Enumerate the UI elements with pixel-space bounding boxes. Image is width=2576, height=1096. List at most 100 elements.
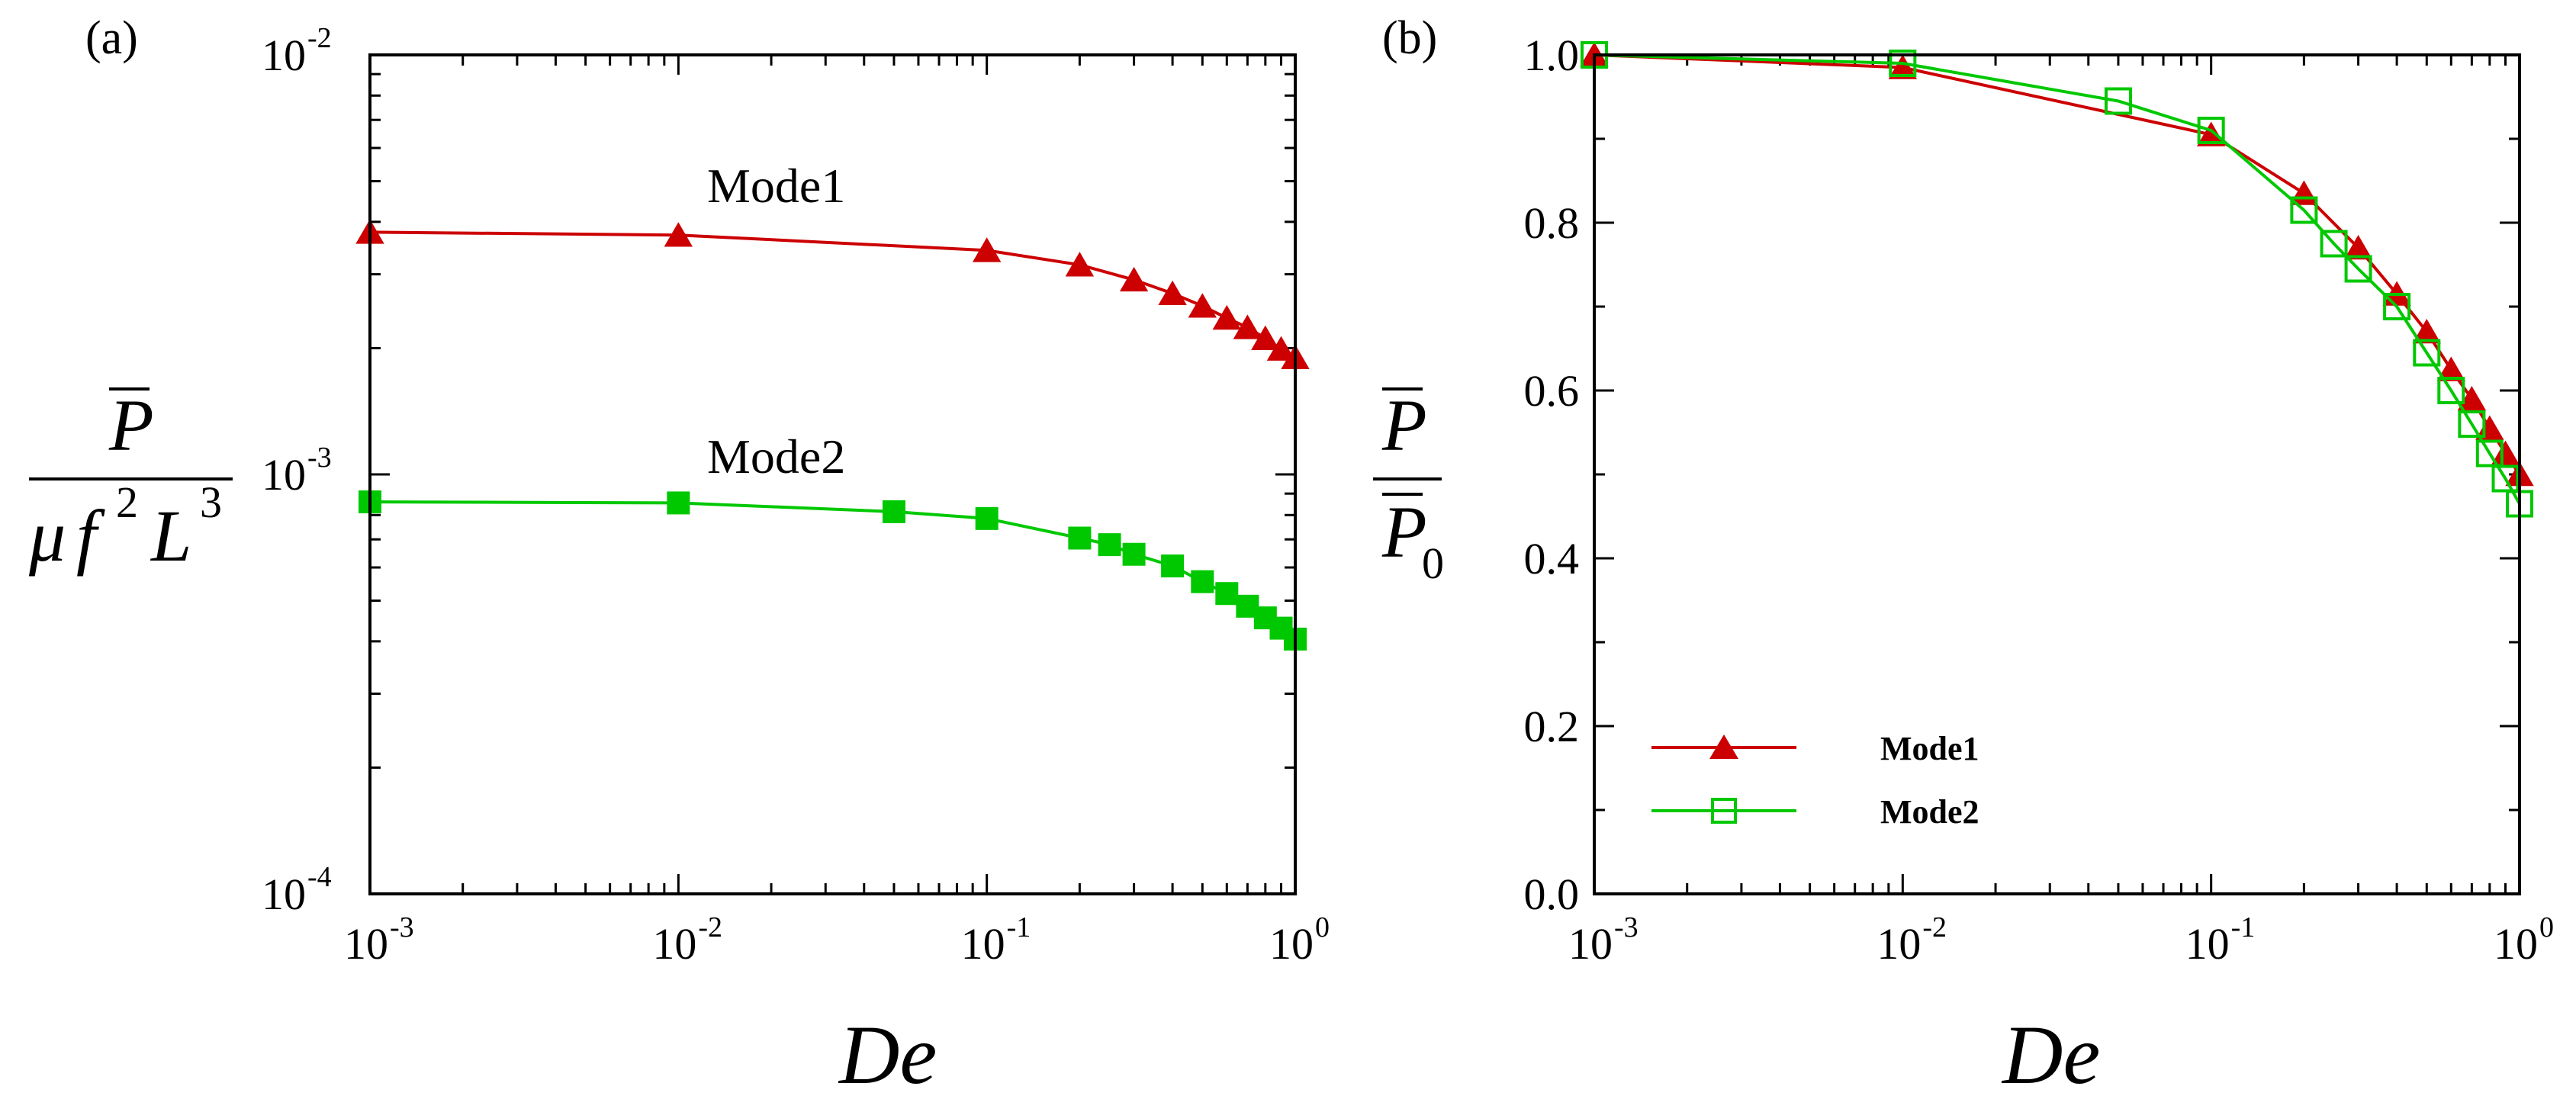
y-tick-exponent-a: -4 xyxy=(307,861,332,893)
series-line-mode2-b xyxy=(1594,53,2521,505)
ylabel-a-L-exp: 3 xyxy=(200,477,222,527)
annotation-mode2: Mode2 xyxy=(707,429,845,484)
panel-a: (a) P μ f 2 L 3 De 10 -3 10 -2 10 -1 10 010 -410… xyxy=(28,12,1330,1096)
series-line-mode1-a xyxy=(369,230,1297,359)
marker-mode1-b xyxy=(2412,319,2441,344)
series-line-mode1-b xyxy=(1594,53,2521,476)
ylabel-b-denominator: P xyxy=(1381,491,1427,573)
panel-a-xlabel: De xyxy=(838,1008,937,1096)
x-tick-label-b: 10 xyxy=(2185,919,2230,969)
y-tick-label-b: 1.0 xyxy=(1524,31,1580,80)
marker-mode2-a xyxy=(882,500,905,523)
ylabel-b-subscript: 0 xyxy=(1422,538,1444,588)
marker-mode2-b xyxy=(2104,87,2132,115)
x-tick-exponent-a: -1 xyxy=(1007,911,1031,943)
ylabel-a-f-exp: 2 xyxy=(116,477,138,527)
y-tick-exponent-a: -2 xyxy=(307,22,332,54)
marker-mode2-b xyxy=(2197,117,2225,144)
legend-mode2-label: Mode2 xyxy=(1880,793,1979,831)
y-tick-label-b: 0.6 xyxy=(1524,366,1580,416)
panel-b-frame xyxy=(1593,53,2521,895)
ylabel-b-numerator: P xyxy=(1381,384,1427,466)
ylabel-a-L: L xyxy=(150,495,191,577)
panel-a-frame xyxy=(368,53,1297,895)
x-tick-exponent-b: -2 xyxy=(1922,911,1947,943)
y-tick-label-b: 0.4 xyxy=(1524,534,1580,583)
panel-b-label: (b) xyxy=(1382,12,1437,64)
annotation-mode1: Mode1 xyxy=(707,159,845,213)
marker-mode1-a xyxy=(1065,252,1095,277)
marker-mode2-a xyxy=(1068,526,1092,550)
marker-mode1-a xyxy=(1266,336,1296,361)
marker-mode1-a xyxy=(664,222,693,247)
marker-mode2-b xyxy=(2413,339,2441,367)
ylabel-a-numerator: P xyxy=(108,384,154,466)
panel-b-series xyxy=(1580,41,2534,518)
marker-mode1-b xyxy=(1888,54,1918,79)
y-tick-label-b: 0.8 xyxy=(1524,198,1580,248)
series-line-mode2-a xyxy=(369,500,1297,641)
marker-mode2-b xyxy=(2383,293,2411,320)
x-tick-exponent-a: -2 xyxy=(698,911,722,943)
marker-mode2-a xyxy=(1098,533,1121,557)
legend-mode2-marker xyxy=(1711,798,1737,824)
marker-mode2-b xyxy=(1889,50,1917,77)
panel-b-xlabel: De xyxy=(2001,1008,2100,1096)
marker-mode2-a xyxy=(1215,582,1239,606)
x-tick-exponent-b: -3 xyxy=(1614,911,1639,943)
marker-mode2-a xyxy=(1122,542,1146,566)
y-tick-label-a: 10 xyxy=(262,869,306,919)
x-tick-exponent-b: 0 xyxy=(2539,911,2554,943)
y-tick-label-b: 0.0 xyxy=(1524,869,1580,919)
ylabel-a-f: f xyxy=(76,495,105,577)
x-tick-label-a: 10 xyxy=(1269,919,1314,969)
marker-mode2-b xyxy=(2290,196,2318,224)
marker-mode2-a xyxy=(975,506,999,530)
legend: Mode1 Mode2 xyxy=(1651,730,1979,831)
y-tick-label-b: 0.2 xyxy=(1524,702,1580,751)
marker-mode2-b xyxy=(2320,230,2348,258)
marker-mode2-b xyxy=(2475,439,2504,468)
marker-mode2-b xyxy=(2437,377,2465,404)
x-tick-exponent-b: -1 xyxy=(2231,911,2256,943)
x-tick-label-b: 10 xyxy=(1877,919,1921,969)
marker-mode2-b xyxy=(2458,410,2486,438)
marker-mode1-a xyxy=(1212,304,1241,330)
marker-mode2-b xyxy=(2344,255,2372,283)
marker-mode1-a xyxy=(1188,293,1217,318)
x-tick-label-b: 10 xyxy=(1568,919,1613,969)
marker-mode2-a xyxy=(1161,554,1185,578)
marker-mode1-b xyxy=(2436,356,2465,381)
legend-mode1-marker xyxy=(1709,734,1738,759)
legend-mode1-label: Mode1 xyxy=(1880,730,1979,767)
x-tick-label-a: 10 xyxy=(652,919,696,969)
panel-a-ticks: 10 -3 10 -2 10 -1 10 010 -410 -310 -2 xyxy=(262,22,1330,969)
marker-mode1-b xyxy=(2491,440,2520,465)
marker-mode1-a xyxy=(1119,266,1149,292)
marker-mode2-a xyxy=(667,491,690,515)
y-tick-label-a: 10 xyxy=(262,450,306,500)
marker-mode1-a xyxy=(1233,314,1262,339)
y-tick-label-a: 10 xyxy=(262,31,306,80)
y-tick-exponent-a: -3 xyxy=(307,442,332,474)
marker-mode2-a xyxy=(1191,570,1214,593)
x-tick-exponent-a: -3 xyxy=(390,911,414,943)
panel-b: (b) P P 0 De 10 -3 10 -2 10 -1 10 00.00.20.40.6… xyxy=(1373,12,2554,1096)
marker-mode1-b xyxy=(2196,121,2226,146)
ylabel-a-mu: μ xyxy=(28,495,66,577)
x-tick-label-a: 10 xyxy=(961,919,1005,969)
x-tick-label-b: 10 xyxy=(2494,919,2538,969)
marker-mode1-a xyxy=(972,237,1002,262)
marker-mode1-a xyxy=(1158,280,1187,306)
marker-mode1-b xyxy=(2343,235,2373,260)
x-tick-label-a: 10 xyxy=(344,919,388,969)
marker-mode1-a xyxy=(1251,325,1280,350)
panel-b-ylabel: P P 0 xyxy=(1373,384,1444,588)
x-tick-exponent-a: 0 xyxy=(1315,911,1330,943)
panel-a-ylabel: P μ f 2 L 3 xyxy=(28,384,233,577)
marker-mode1-b xyxy=(2457,386,2487,411)
panel-b-ticks: 10 -3 10 -2 10 -1 10 00.00.20.40.60.81.0 xyxy=(1524,31,2555,969)
panel-a-label: (a) xyxy=(85,12,138,64)
marker-mode2-b xyxy=(2491,464,2520,493)
